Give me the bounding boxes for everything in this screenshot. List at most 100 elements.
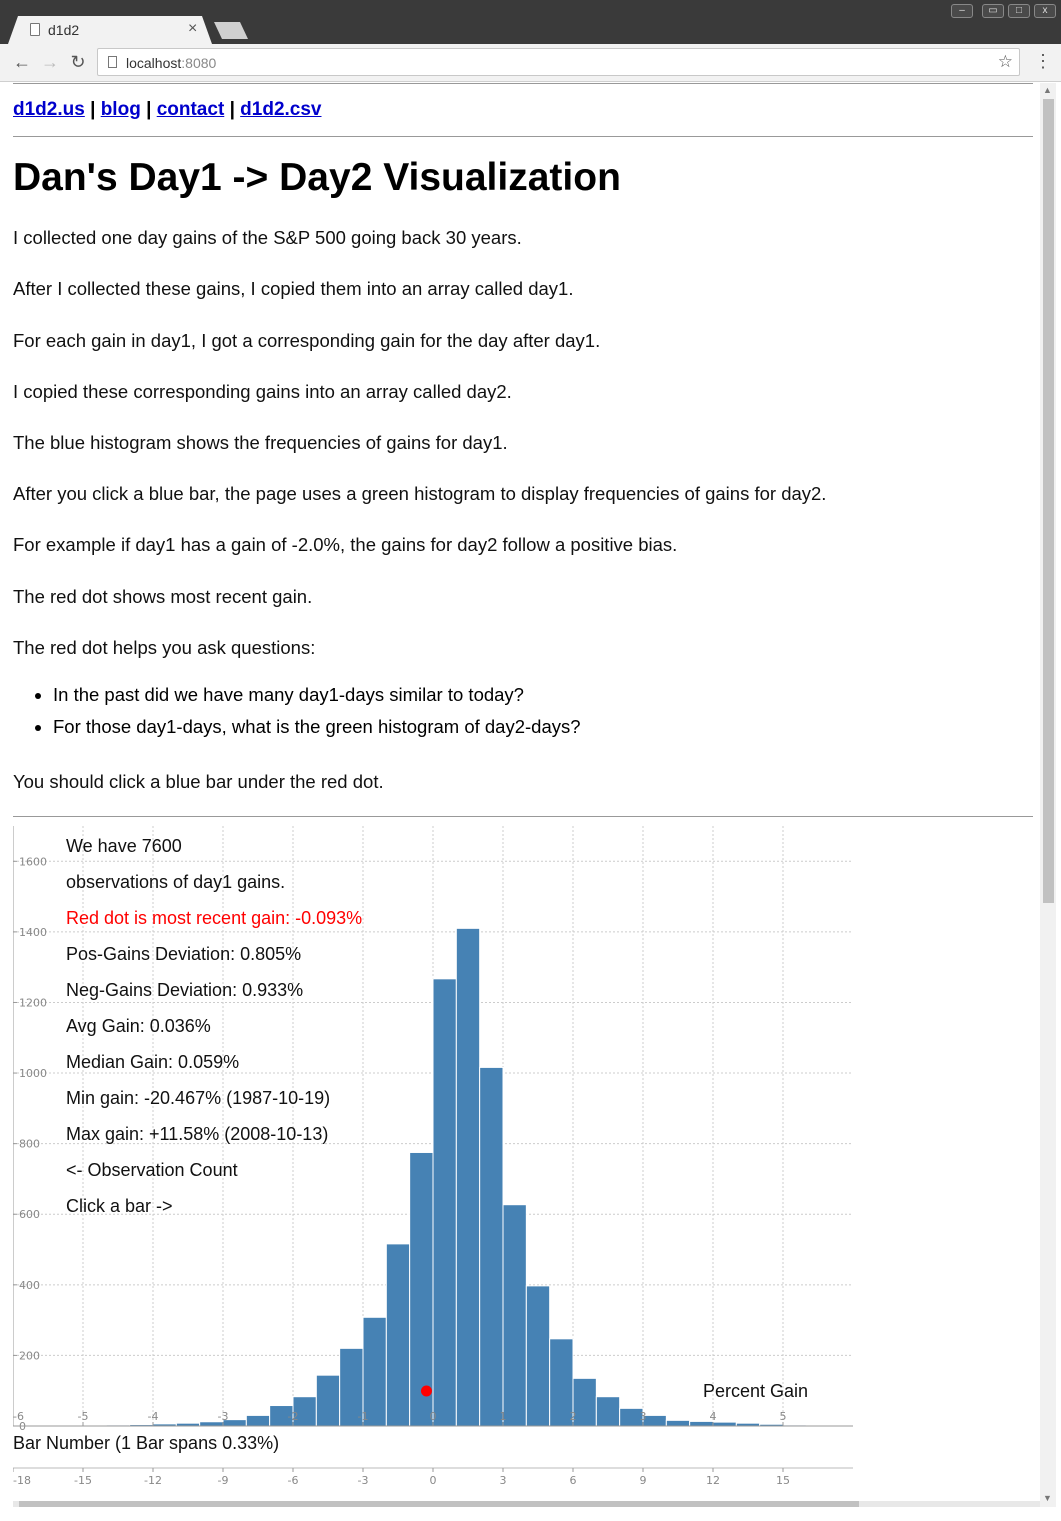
bar-number-tick-label: -6 <box>288 1474 299 1487</box>
y-tick-label: 800 <box>19 1138 40 1151</box>
intro-paragraph: I copied these corresponding gains into … <box>13 381 512 402</box>
chart-axes: 0 200 400 600 800 1000 1200 1400 1600 -6 -5 -4 -3 -2 -… <box>13 826 853 1487</box>
nav-separator: | <box>146 99 152 120</box>
nav-link-d1d2-us[interactable]: d1d2.us <box>13 99 85 120</box>
nav-link-contact[interactable]: contact <box>156 99 225 120</box>
histogram-bar[interactable] <box>409 1151 434 1427</box>
y-tick-label: 600 <box>19 1208 40 1221</box>
restore-icon[interactable]: ▭ <box>982 4 1004 18</box>
chart-info-line: Click a bar -> <box>66 1196 173 1216</box>
nav-links: d1d2.us | blog | contact | d1d2.csv <box>13 99 322 121</box>
chart-info-line: Pos-Gains Deviation: 0.805% <box>66 944 301 964</box>
histogram-bar[interactable] <box>525 1285 551 1427</box>
page-title: Dan's Day1 -> Day2 Visualization <box>13 156 621 199</box>
histogram-bar[interactable] <box>595 1396 621 1427</box>
histogram-chart: 0 200 400 600 800 1000 1200 1400 1600 -6 -5 -4 -3 -2 -… <box>13 826 854 1487</box>
histogram-bar[interactable] <box>665 1419 691 1427</box>
histogram-bar[interactable] <box>572 1377 597 1427</box>
bar-number-tick-label: -18 <box>13 1474 31 1487</box>
intro-paragraph: After I collected these gains, I copied … <box>13 278 574 299</box>
chart-divider <box>13 816 1033 817</box>
close-window-icon[interactable]: x <box>1034 4 1056 18</box>
y-tick-label: 200 <box>19 1349 40 1362</box>
chart-info-line: We have 7600 <box>66 836 182 856</box>
bar-number-tick-label: -3 <box>358 1474 369 1487</box>
intro-paragraph: After you click a blue bar, the page use… <box>13 483 827 504</box>
intro-paragraph: The red dot shows most recent gain. <box>13 586 313 607</box>
maximize-icon[interactable]: □ <box>1008 4 1030 18</box>
page-viewport: d1d2.us | blog | contact | d1d2.csv Dan'… <box>0 83 1061 1521</box>
percent-gain-tick-label: 2 <box>570 1410 577 1423</box>
chart-info-line: Median Gain: 0.059% <box>66 1052 239 1072</box>
bar-number-label: Bar Number (1 Bar spans 0.33%) <box>13 1433 279 1453</box>
bar-number-tick-label: -15 <box>74 1474 92 1487</box>
histogram-bar[interactable] <box>455 927 481 1427</box>
histogram-bar[interactable] <box>245 1414 271 1427</box>
address-bar[interactable]: localhost:8080 ☆ <box>97 48 1020 76</box>
page-info-icon[interactable] <box>108 56 117 68</box>
top-divider <box>13 83 1033 84</box>
bar-number-tick-label: -9 <box>218 1474 229 1487</box>
chart-info-line: <- Observation Count <box>66 1160 238 1180</box>
browser-menu-icon[interactable]: ⋮ <box>1034 51 1052 71</box>
scrollbar-thumb[interactable] <box>1043 99 1054 903</box>
url-port: :8080 <box>181 55 217 71</box>
bookmark-star-icon[interactable]: ☆ <box>997 52 1013 71</box>
bar-number-tick-label: 0 <box>430 1474 437 1487</box>
browser-toolbar: ← → ↻ localhost:8080 ☆ ⋮ <box>0 44 1061 82</box>
intro-paragraph: For example if day1 has a gain of -2.0%,… <box>13 534 678 555</box>
percent-gain-tick-label: 1 <box>500 1410 507 1423</box>
nav-separator: | <box>90 99 96 120</box>
scroll-up-icon[interactable]: ▲ <box>1043 85 1052 95</box>
close-tab-icon[interactable]: × <box>188 20 198 37</box>
histogram-bar[interactable] <box>712 1421 737 1427</box>
vertical-scrollbar[interactable]: ▲ ▼ <box>1040 83 1056 1507</box>
nav-divider <box>13 136 1033 137</box>
list-item: For those day1-days, what is the green h… <box>53 716 581 748</box>
intro-paragraph: The red dot helps you ask questions: <box>13 637 316 658</box>
bar-number-tick-label: -12 <box>144 1474 162 1487</box>
histogram-bar[interactable] <box>502 1204 527 1427</box>
histogram-bar[interactable] <box>315 1374 341 1427</box>
y-tick-label: 1400 <box>19 926 47 939</box>
browser-tab[interactable]: d1d2 × <box>8 16 212 44</box>
histogram-bar[interactable] <box>642 1414 667 1427</box>
percent-gain-tick-label: 0 <box>430 1410 437 1423</box>
question-list: In the past did we have many day1-days s… <box>13 684 581 748</box>
percent-gain-tick-label: -4 <box>148 1410 159 1423</box>
percent-gain-tick-label: -2 <box>288 1410 299 1423</box>
chart-grid <box>13 826 853 1426</box>
minimize-icon[interactable]: – <box>951 4 973 18</box>
y-tick-label: 1000 <box>19 1067 47 1080</box>
bar-number-tick-label: 12 <box>706 1474 720 1487</box>
percent-gain-label: Percent Gain <box>703 1381 808 1401</box>
scroll-down-icon[interactable]: ▼ <box>1043 1493 1052 1503</box>
forward-arrow-icon[interactable]: → <box>41 52 59 72</box>
histogram-bar[interactable] <box>479 1066 504 1427</box>
horizontal-scrollbar[interactable] <box>13 1501 1040 1507</box>
bar-number-tick-label: 9 <box>640 1474 647 1487</box>
url-host: localhost <box>126 55 182 71</box>
back-arrow-icon[interactable]: ← <box>13 52 31 72</box>
chart-info-panel: We have 7600 observations of day1 gains. R… <box>66 836 362 1216</box>
percent-gain-tick-label: -1 <box>358 1410 369 1423</box>
nav-separator: | <box>229 99 235 120</box>
nav-link-blog[interactable]: blog <box>100 99 141 120</box>
chart-info-line: observations of day1 gains. <box>66 872 285 892</box>
histogram-bar[interactable] <box>385 1243 411 1427</box>
percent-gain-tick-label: -3 <box>218 1410 229 1423</box>
reload-icon[interactable]: ↻ <box>70 52 86 72</box>
chart-info-line: Max gain: +11.58% (2008-10-13) <box>66 1124 328 1144</box>
nav-link-csv[interactable]: d1d2.csv <box>240 99 322 120</box>
y-tick-label: 1600 <box>19 855 47 868</box>
percent-gain-tick-label: 3 <box>640 1410 647 1423</box>
bar-number-tick-label: 3 <box>500 1474 507 1487</box>
percent-gain-tick-label: 4 <box>710 1410 717 1423</box>
histogram-bar[interactable] <box>432 978 457 1427</box>
tab-title: d1d2 <box>48 22 80 38</box>
new-tab-button[interactable] <box>214 22 248 39</box>
browser-title-bar: d1d2 × – ▭ □ x <box>0 0 1061 44</box>
histogram-bars <box>59 927 854 1427</box>
scrollbar-thumb[interactable] <box>19 1501 859 1507</box>
percent-gain-tick-label: -5 <box>78 1410 89 1423</box>
